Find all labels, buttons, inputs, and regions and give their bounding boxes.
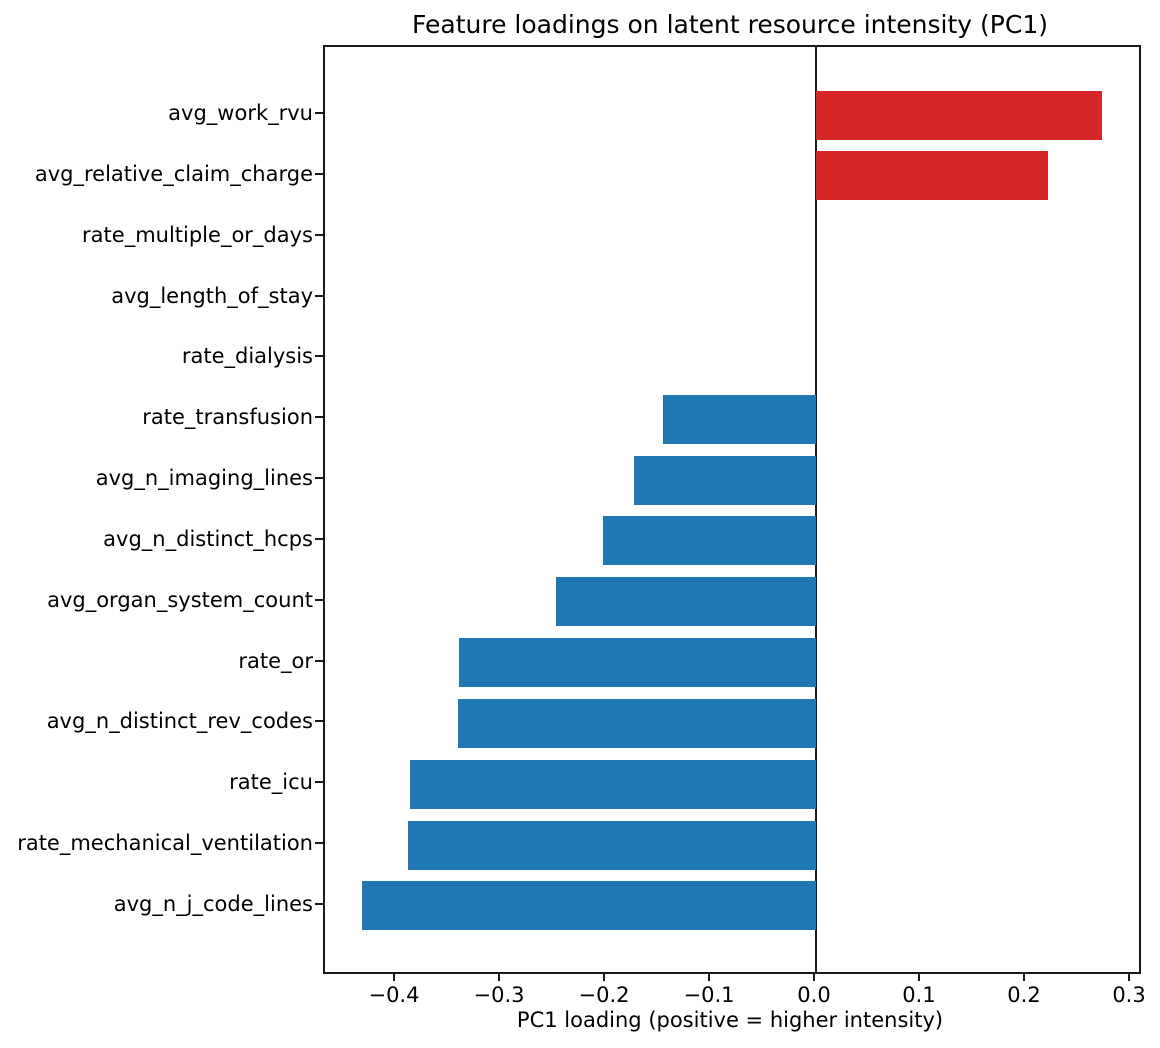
bar-avg_n_imaging_lines xyxy=(634,455,816,505)
y-label-avg_length_of_stay: avg_length_of_stay xyxy=(111,283,313,308)
x-tick-mark xyxy=(1128,972,1131,981)
y-label-rate_multiple_or_days: rate_multiple_or_days xyxy=(82,222,313,247)
y-tick-mark xyxy=(315,477,323,480)
x-tick-mark xyxy=(497,972,500,981)
y-label-rate_dialysis: rate_dialysis xyxy=(181,344,313,369)
y-tick-mark xyxy=(315,659,323,662)
bar-avg_work_rvu xyxy=(816,90,1102,140)
y-tick-mark xyxy=(315,720,323,723)
y-label-rate_mechanical_ventilation: rate_mechanical_ventilation xyxy=(17,831,313,856)
x-tick-mark xyxy=(392,972,395,981)
y-tick-mark xyxy=(315,355,323,358)
x-tick-label: 0.2 xyxy=(1007,983,1041,1007)
y-tick-mark xyxy=(315,902,323,905)
zero-line xyxy=(815,47,817,972)
y-tick-mark xyxy=(315,842,323,845)
x-tick-label: −0.4 xyxy=(368,983,420,1007)
x-tick-mark xyxy=(813,972,815,981)
y-label-avg_organ_system_count: avg_organ_system_count xyxy=(47,587,313,612)
x-tick-mark xyxy=(707,972,710,981)
x-tick-label: 0.0 xyxy=(797,983,831,1007)
bar-rate_mechanical_ventilation xyxy=(407,820,816,870)
bar-rate_or xyxy=(458,638,816,688)
chart-title: Feature loadings on latent resource inte… xyxy=(412,10,1048,39)
bar-avg_n_j_code_lines xyxy=(362,881,816,931)
x-tick-label: 0.1 xyxy=(902,983,936,1007)
y-tick-mark xyxy=(315,416,323,419)
y-tick-mark xyxy=(315,233,323,236)
bar-avg_relative_claim_charge xyxy=(816,151,1049,201)
y-tick-mark xyxy=(315,781,323,784)
y-tick-mark xyxy=(315,112,323,114)
y-label-rate_or: rate_or xyxy=(238,648,313,673)
x-axis-label: PC1 loading (positive = higher intensity… xyxy=(516,1008,944,1032)
bar-rate_transfusion xyxy=(662,394,816,444)
y-tick-mark xyxy=(315,172,323,175)
x-tick-label: −0.1 xyxy=(683,983,735,1007)
x-tick-label: −0.2 xyxy=(578,983,630,1007)
y-label-rate_transfusion: rate_transfusion xyxy=(142,405,313,430)
y-label-avg_n_distinct_rev_codes: avg_n_distinct_rev_codes xyxy=(46,709,313,734)
y-label-avg_work_rvu: avg_work_rvu xyxy=(168,101,313,125)
bar-avg_n_distinct_rev_codes xyxy=(457,698,816,748)
y-label-rate_icu: rate_icu xyxy=(229,770,313,795)
bar-avg_n_distinct_hcps xyxy=(602,516,816,566)
y-label-avg_n_j_code_lines: avg_n_j_code_lines xyxy=(113,891,313,916)
y-tick-mark xyxy=(315,537,323,540)
y-label-avg_n_distinct_hcps: avg_n_distinct_hcps xyxy=(103,526,313,551)
x-tick-label: 0.3 xyxy=(1112,983,1146,1007)
x-tick-mark xyxy=(918,972,920,981)
x-tick-mark xyxy=(1023,972,1025,981)
plot-area xyxy=(323,45,1141,974)
y-label-avg_n_imaging_lines: avg_n_imaging_lines xyxy=(95,466,313,491)
bar-avg_organ_system_count xyxy=(555,577,816,627)
y-tick-mark xyxy=(315,294,323,297)
y-tick-mark xyxy=(315,598,323,601)
y-label-avg_relative_claim_charge: avg_relative_claim_charge xyxy=(34,161,313,186)
x-tick-mark xyxy=(602,972,605,981)
x-tick-label: −0.3 xyxy=(473,983,525,1007)
bar-rate_icu xyxy=(409,759,816,809)
